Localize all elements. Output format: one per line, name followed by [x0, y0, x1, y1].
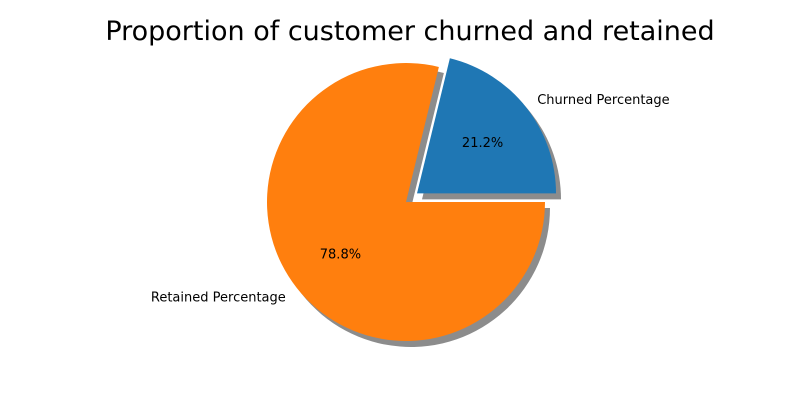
- slice-percent-label-churned-percentage: 21.2%: [462, 136, 503, 151]
- slice-percent-label-retained-percentage: 78.8%: [320, 248, 361, 263]
- pie-label-layer: 21.2% Churned Percentage 78.8% Retained Per…: [151, 93, 670, 306]
- slice-category-label-churned-percentage: Churned Percentage: [537, 93, 669, 108]
- pie-slice-layer: [267, 58, 557, 342]
- chart-title: Proportion of customer churned and retai…: [105, 16, 714, 47]
- slice-category-label-retained-percentage: Retained Percentage: [151, 290, 286, 305]
- pie-slice-retained-percentage: [267, 63, 545, 342]
- pie-slice-churned-percentage: [417, 58, 557, 194]
